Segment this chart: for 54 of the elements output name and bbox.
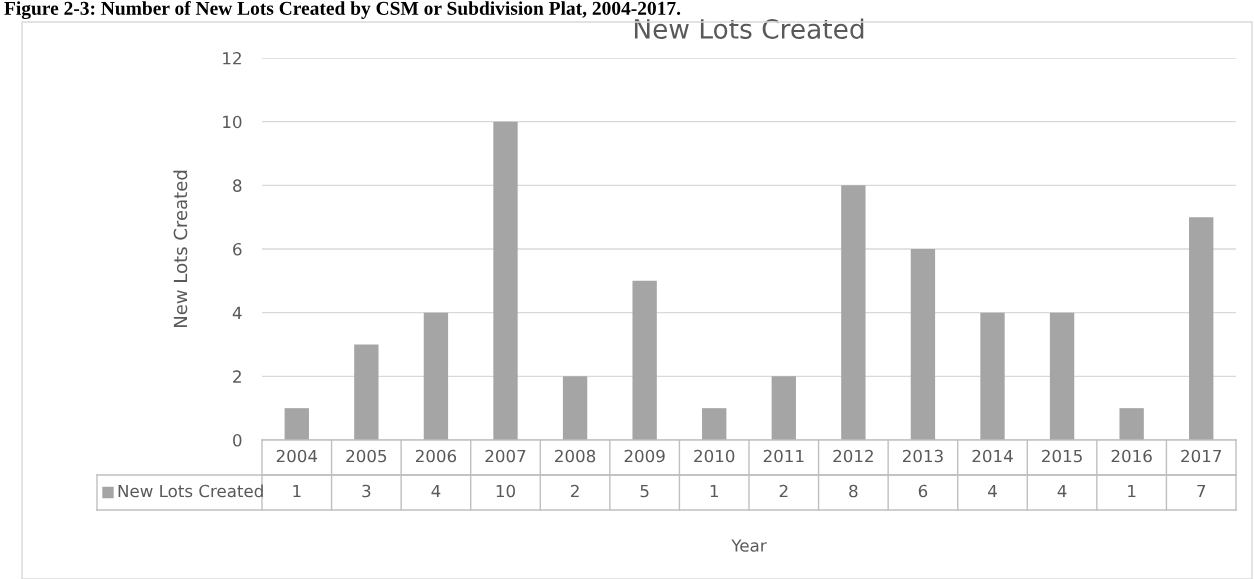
x-tick-label: 2017 [1181, 449, 1221, 463]
y-tick-label: 12 [223, 51, 241, 65]
bar [284, 408, 309, 440]
y-tick-label: 8 [233, 179, 242, 192]
bar [562, 376, 588, 440]
data-label: 7 [1197, 484, 1206, 498]
bar [423, 312, 449, 440]
data-label: 1 [1128, 484, 1136, 498]
data-label: 10 [496, 484, 515, 498]
bar [493, 121, 518, 440]
bar [702, 408, 727, 440]
data-label: 2 [570, 484, 579, 498]
data-label: 5 [640, 484, 649, 498]
bar [841, 185, 866, 440]
caption: Figure 2-3: Number of New Lots Created by CSM or Subdivision Plat, 2004-2017. [4, 1, 681, 19]
x-axis-title: Year [731, 539, 767, 552]
y-axis-title: New Lots Created [173, 170, 188, 328]
legend-label: New Lots Created [118, 484, 263, 498]
bar [771, 376, 796, 440]
data-label: 4 [431, 484, 441, 498]
bar [1119, 408, 1144, 440]
x-tick-label: 2009 [624, 449, 665, 463]
chart-title: New Lots Created [634, 18, 864, 39]
data-label: 4 [988, 484, 997, 498]
data-label: 3 [362, 484, 371, 498]
y-tick-label: 10 [223, 115, 242, 129]
y-tick-label: 2 [233, 370, 241, 383]
x-tick-label: 2005 [346, 449, 387, 463]
x-tick-label: 2004 [276, 449, 318, 463]
x-tick-label: 2013 [902, 449, 943, 463]
x-tick-label: 2012 [833, 449, 873, 463]
bar [632, 280, 657, 440]
x-tick-label: 2014 [972, 449, 1013, 463]
x-tick-label: 2010 [694, 449, 735, 463]
bar [1189, 217, 1214, 440]
bar [980, 312, 1005, 440]
data-label: 8 [849, 484, 858, 498]
x-tick-label: 2011 [763, 449, 804, 463]
bar [910, 249, 936, 440]
data-label: 1 [710, 484, 718, 498]
data-label: 6 [918, 484, 928, 498]
data-label: 1 [293, 484, 301, 498]
x-tick-label: 2008 [555, 449, 596, 463]
x-tick-label: 2006 [415, 449, 457, 463]
y-tick-label: 6 [233, 242, 242, 256]
y-tick-label: 0 [233, 433, 242, 447]
y-tick-label: 4 [232, 306, 242, 319]
bar [1049, 312, 1075, 440]
x-tick-label: 2016 [1111, 449, 1152, 463]
data-label: 2 [779, 484, 788, 498]
x-tick-label: 2015 [1042, 449, 1082, 463]
x-tick-label: 2007 [485, 449, 526, 463]
bar [354, 344, 379, 440]
data-label: 4 [1057, 484, 1067, 498]
